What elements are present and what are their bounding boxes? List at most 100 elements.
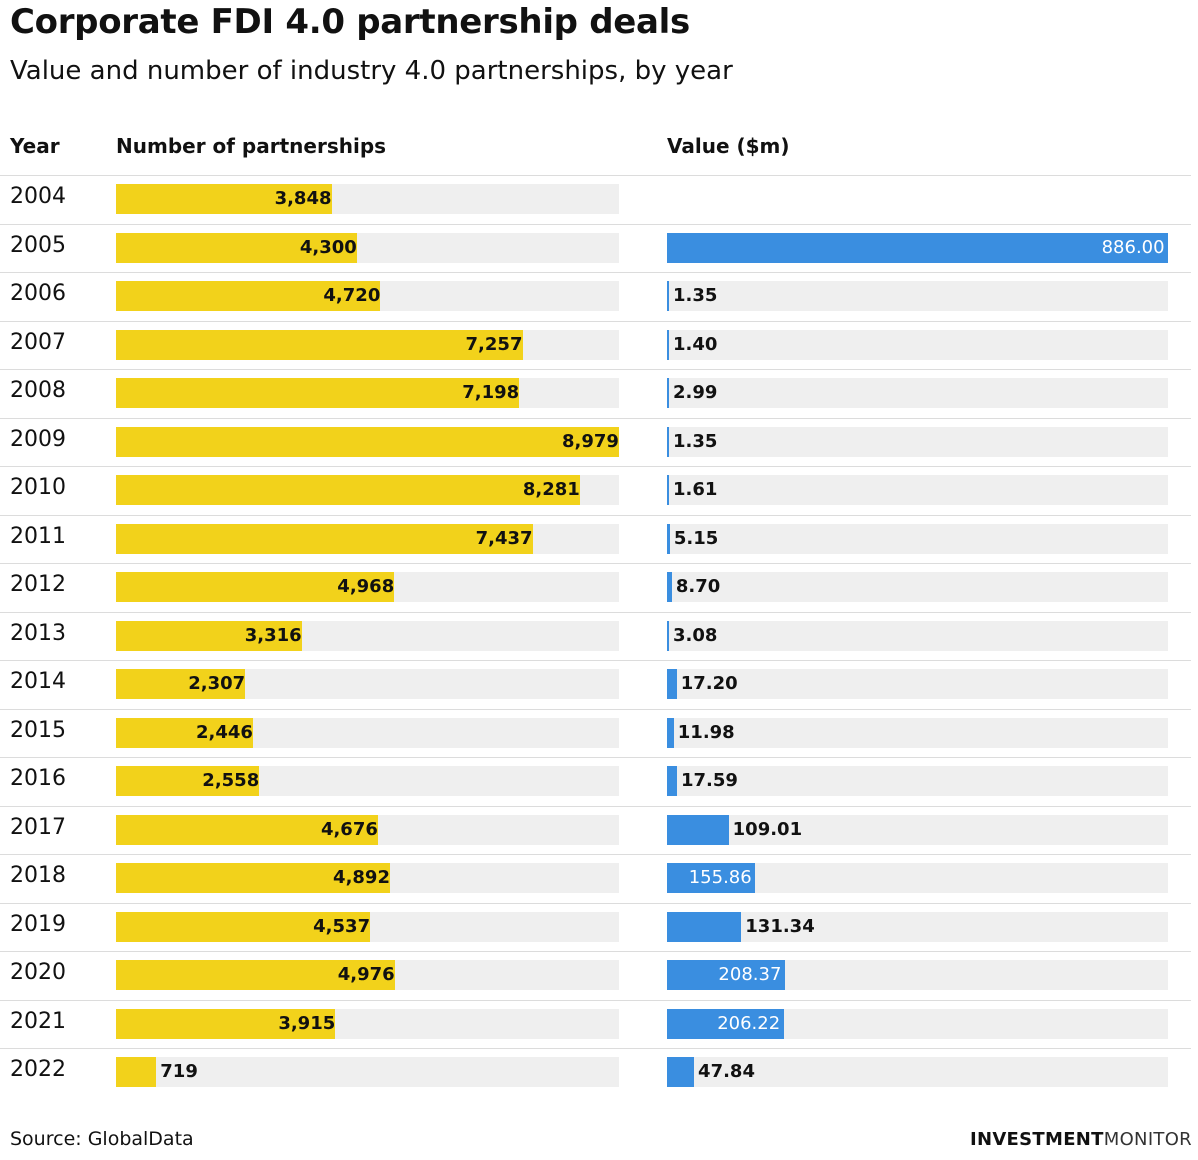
- value-bar-track: 206.22: [667, 1008, 1168, 1039]
- value-bar-track: 17.59: [667, 766, 1168, 796]
- count-bar-track: 8,979: [116, 426, 619, 457]
- brand-part-2: MONITOR: [1103, 1129, 1192, 1150]
- chart-title: Corporate FDI 4.0 partnership deals: [10, 2, 690, 42]
- count-data-label: 3,848: [274, 188, 332, 209]
- chart-subtitle: Value and number of industry 4.0 partner…: [10, 56, 733, 86]
- year-label: 2018: [10, 863, 66, 888]
- value-data-label: 5.15: [673, 527, 719, 549]
- year-label: 2008: [10, 378, 66, 403]
- count-data-label: 4,976: [337, 964, 395, 985]
- count-data-label: 4,300: [299, 236, 357, 258]
- value-data-label: 8.70: [675, 576, 721, 597]
- count-bar: [116, 911, 371, 942]
- value-bar: [667, 572, 672, 602]
- table-row: 2019 4,537 131.34: [0, 902, 1191, 952]
- value-data-label: 131.34: [745, 915, 815, 937]
- table-row: 2010 8,281 1.61: [0, 466, 1191, 515]
- table-row: 2017 4,676 109.01: [0, 805, 1191, 855]
- value-bar: [667, 1008, 784, 1039]
- count-data-label: 3,316: [244, 624, 302, 646]
- count-bar: [116, 717, 254, 748]
- count-bar-track: 4,676: [116, 814, 619, 845]
- year-label: 2014: [10, 669, 66, 694]
- count-bar: [116, 766, 260, 796]
- value-data-label: 1.35: [673, 285, 718, 306]
- table-row: 2008 7,198 2.99: [0, 369, 1191, 418]
- count-data-label: 3,915: [278, 1012, 336, 1034]
- value-data-label: 17.20: [680, 673, 738, 694]
- count-data-label: 4,892: [333, 867, 390, 888]
- count-bar: [116, 281, 381, 311]
- table-row: 2005 4,300 886.00: [0, 223, 1191, 273]
- count-data-label: 2,446: [196, 721, 253, 743]
- table-row: 2014 2,307 17.20: [0, 660, 1191, 709]
- count-data-label: 8,281: [522, 479, 580, 500]
- count-bar-track: 2,307: [116, 669, 619, 699]
- value-bar: [667, 911, 742, 942]
- table-row: 2020 4,976 208.37: [0, 951, 1191, 1000]
- table-row: 2012 4,968 8.70: [0, 563, 1191, 612]
- count-bar-track: 3,316: [116, 620, 619, 651]
- value-bar: [667, 329, 669, 360]
- value-bar-track: 5.15: [667, 523, 1168, 554]
- count-bar-track: 4,720: [116, 281, 619, 311]
- value-bar: [667, 669, 677, 699]
- table-row: 2018 4,892 155.86: [0, 854, 1191, 903]
- count-column-header: Number of partnerships: [116, 134, 387, 158]
- value-data-label: 208.37: [718, 964, 782, 985]
- year-label: 2007: [10, 329, 66, 355]
- value-data-label: 1.35: [673, 430, 718, 452]
- value-bar-track: 1.61: [667, 475, 1168, 505]
- count-bar-track: 3,915: [116, 1008, 619, 1039]
- count-bar-track: 719: [116, 1057, 619, 1087]
- count-bar-track: 4,537: [116, 911, 619, 942]
- year-label: 2005: [10, 232, 66, 258]
- year-label: 2011: [10, 523, 66, 549]
- value-data-label: 1.40: [673, 333, 718, 355]
- table-row: 2022 719 47.84: [0, 1048, 1191, 1097]
- value-data-label: 17.59: [680, 770, 738, 791]
- count-bar: [116, 184, 332, 214]
- value-bar: [667, 863, 756, 893]
- value-bar: [667, 281, 669, 311]
- table-row: 2016 2,558 17.59: [0, 757, 1191, 806]
- count-bar: [116, 1057, 157, 1087]
- year-label: 2015: [10, 717, 66, 743]
- value-bar: [667, 620, 669, 651]
- value-bar-track: 131.34: [667, 911, 1168, 942]
- year-label: 2009: [10, 426, 66, 452]
- count-bar: [116, 960, 395, 990]
- count-bar-track: 4,892: [116, 863, 619, 893]
- value-bar-track: 8.70: [667, 572, 1168, 602]
- year-label: 2010: [10, 475, 66, 500]
- year-label: 2017: [10, 814, 66, 840]
- table-row: 2011 7,437 5.15: [0, 514, 1191, 564]
- table-row: 2004 3,848: [0, 175, 1191, 224]
- value-bar: [667, 475, 669, 505]
- value-data-label: 47.84: [698, 1061, 755, 1082]
- brand-logo: INVESTMENTMONITOR: [970, 1129, 1192, 1150]
- value-bar: [667, 960, 785, 990]
- value-bar: [667, 1057, 695, 1087]
- table-row: 2009 8,979 1.35: [0, 417, 1191, 467]
- year-column-header: Year: [10, 134, 60, 158]
- value-bar-track: 1.35: [667, 281, 1168, 311]
- count-bar: [116, 475, 580, 505]
- value-data-label: 3.08: [673, 624, 718, 646]
- count-data-label: 4,537: [313, 915, 371, 937]
- value-bar-track: 17.20: [667, 669, 1168, 699]
- value-bar: [667, 232, 1168, 263]
- value-bar-track: 208.37: [667, 960, 1168, 990]
- year-label: 2019: [10, 911, 66, 937]
- count-bar-track: 2,558: [116, 766, 619, 796]
- table-row: 2006 4,720 1.35: [0, 272, 1191, 321]
- brand-part-1: INVESTMENT: [969, 1129, 1104, 1150]
- table-row: 2013 3,316 3.08: [0, 611, 1191, 661]
- value-data-label: 886.00: [1101, 236, 1165, 258]
- count-bar-track: 7,198: [116, 378, 619, 408]
- value-bar: [667, 378, 669, 408]
- count-data-label: 4,676: [320, 818, 378, 840]
- count-data-label: 2,307: [188, 673, 246, 694]
- value-bar: [667, 717, 674, 748]
- count-bar: [116, 523, 533, 554]
